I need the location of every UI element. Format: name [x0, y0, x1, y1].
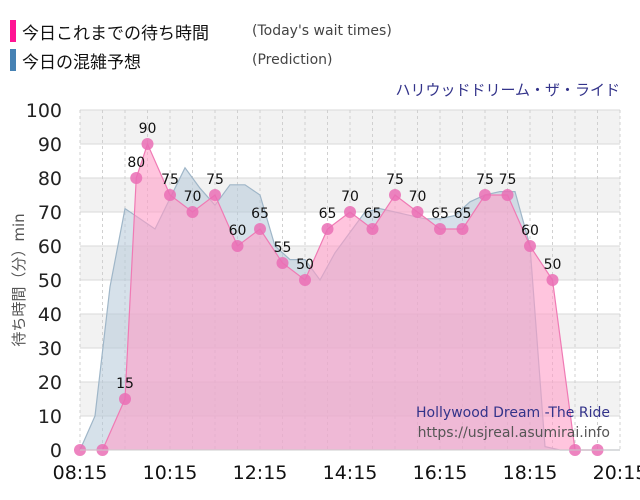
x-tick-label: 08:15	[53, 462, 108, 484]
data-label: 75	[161, 172, 179, 188]
today-point	[299, 274, 311, 286]
today-point	[254, 223, 266, 235]
watermark-url: https://usjreal.asumirai.info	[418, 425, 610, 441]
today-point	[164, 189, 176, 201]
data-label: 65	[319, 206, 337, 222]
x-tick-label: 16:15	[413, 462, 468, 484]
today-point	[546, 274, 559, 286]
legend-today-label-en: (Today's wait times)	[252, 23, 392, 39]
data-label: 65	[431, 206, 449, 222]
data-label: 70	[341, 189, 359, 205]
y-tick-label: 90	[38, 134, 62, 156]
legend-today: 今日これまでの待ち時間 (Today's wait times)	[10, 20, 392, 44]
data-label: 65	[251, 206, 269, 222]
y-tick-label: 80	[38, 168, 62, 190]
x-tick-label: 18:15	[503, 462, 558, 484]
today-point	[479, 189, 491, 201]
data-label: 65	[454, 206, 472, 222]
today-point	[231, 240, 244, 252]
data-label: 70	[184, 189, 202, 205]
today-markers	[74, 138, 604, 456]
y-tick-label: 40	[38, 304, 62, 326]
data-label: 65	[364, 206, 382, 222]
today-point	[119, 393, 131, 405]
today-point	[130, 172, 143, 184]
y-tick-label: 70	[38, 202, 62, 224]
y-tick-label: 30	[38, 338, 62, 360]
today-point	[276, 257, 289, 269]
y-tick-label: 100	[26, 100, 62, 122]
plot-band	[80, 110, 620, 144]
watermark-title: Hollywood Dream -The Ride	[416, 405, 610, 421]
today-point	[209, 189, 221, 201]
legend-prediction: 今日の混雑予想 (Prediction)	[10, 49, 333, 73]
y-tick-label: 20	[38, 372, 62, 394]
y-tick-label: 10	[38, 406, 62, 428]
x-tick-label: 10:15	[143, 462, 198, 484]
y-tick-label: 50	[38, 270, 62, 292]
data-label: 75	[386, 172, 404, 188]
legend-today-label: 今日これまでの待ち時間	[22, 23, 209, 44]
y-tick-label: 60	[38, 236, 62, 258]
y-tick-label: 0	[50, 440, 62, 462]
legend-prediction-swatch	[10, 49, 16, 71]
data-label: 50	[544, 257, 562, 273]
data-label: 55	[274, 240, 292, 256]
data-label: 75	[476, 172, 494, 188]
data-label: 70	[409, 189, 427, 205]
today-point	[344, 206, 356, 218]
x-tick-label: 12:15	[233, 462, 288, 484]
x-tick-label: 20:15	[593, 462, 640, 484]
legend-prediction-label-en: (Prediction)	[252, 52, 333, 68]
today-point	[389, 189, 401, 201]
y-axis-label: 待ち時間（分）min	[10, 213, 28, 346]
data-label: 75	[499, 172, 517, 188]
data-label: 50	[296, 257, 314, 273]
today-point	[186, 206, 199, 218]
today-point	[524, 240, 536, 252]
x-tick-label: 14:15	[323, 462, 378, 484]
today-point	[501, 189, 514, 201]
data-label: 90	[139, 121, 157, 137]
today-point	[366, 223, 379, 235]
chart-title: ハリウッドドリーム・ザ・ライド	[395, 81, 620, 99]
today-point	[321, 223, 334, 235]
legend-prediction-label: 今日の混雑予想	[22, 52, 141, 73]
data-label: 75	[206, 172, 224, 188]
axes: 0 10 20 30 40 50 60 70 80 90 100 08:15 10:15 12:15 14:…	[26, 100, 640, 484]
data-label: 60	[521, 223, 539, 239]
today-point	[456, 223, 469, 235]
data-label: 60	[229, 223, 247, 239]
today-point	[141, 138, 154, 150]
legend-today-swatch	[10, 20, 16, 42]
data-label: 80	[127, 155, 145, 171]
data-label: 15	[116, 376, 134, 392]
today-point	[434, 223, 446, 235]
today-point	[411, 206, 424, 218]
